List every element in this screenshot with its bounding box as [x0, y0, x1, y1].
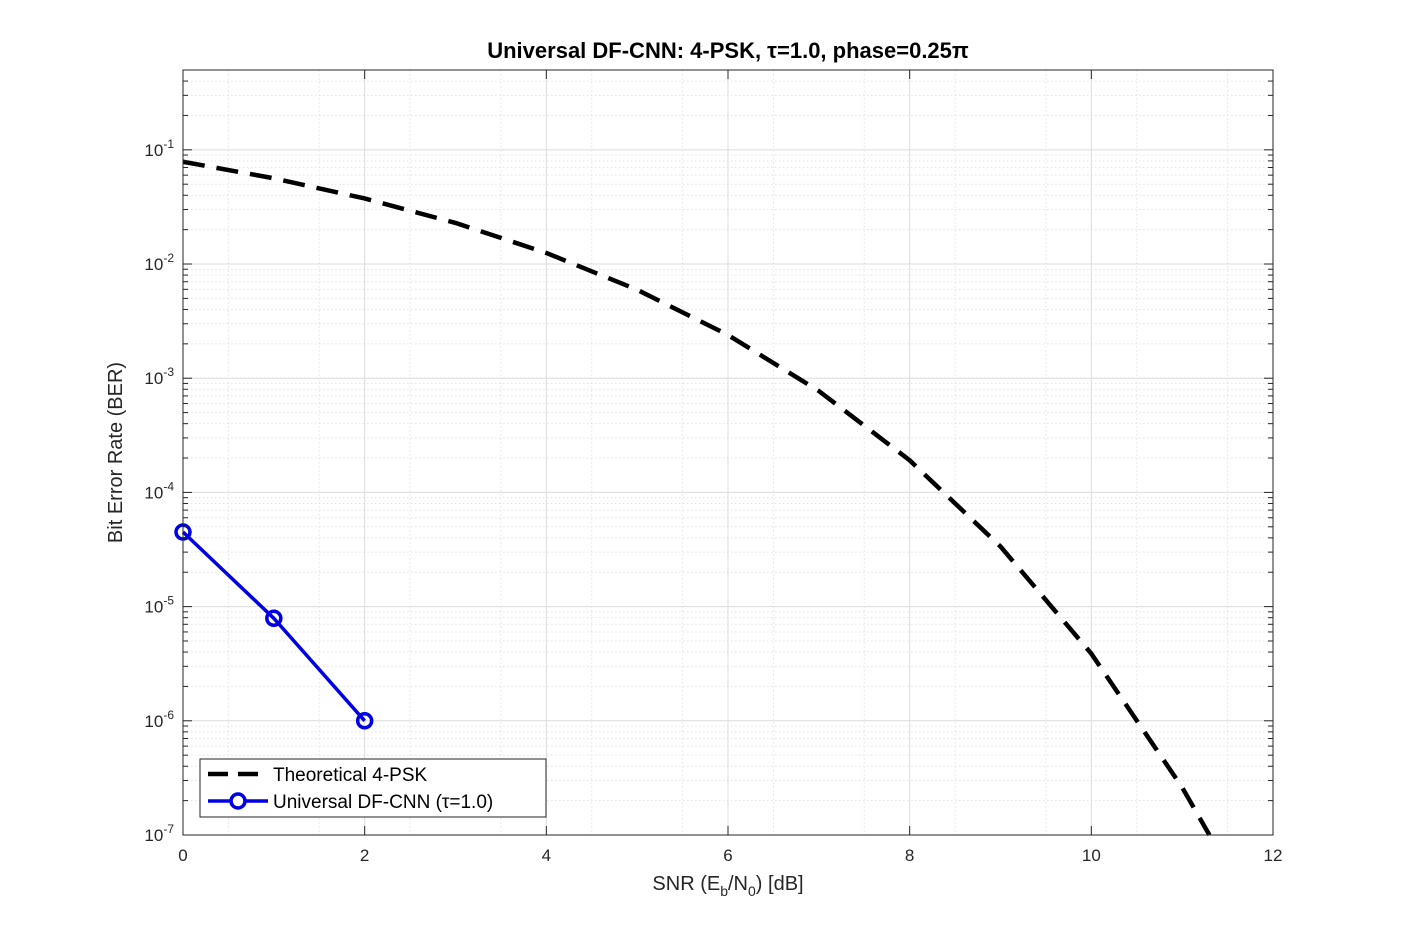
- df-cnn-line: [181, 530, 366, 722]
- legend-entry-label: Theoretical 4-PSK: [273, 765, 428, 786]
- series-layer: [174, 159, 1212, 837]
- df-cnn-point: [355, 712, 374, 730]
- x-tick-label: 8: [905, 846, 914, 865]
- x-axis-label: SNR (Eb/N0) [dB]: [652, 873, 803, 899]
- y-axis-label: Bit Error Rate (BER): [105, 362, 127, 543]
- y-tick-label: 10-3: [144, 365, 174, 388]
- y-tick-label: 10-5: [144, 594, 174, 617]
- y-tick-label: 10-4: [144, 479, 174, 502]
- x-tick-label: 2: [360, 846, 369, 865]
- chart-title: Universal DF-CNN: 4-PSK, τ=1.0, phase=0.…: [487, 38, 969, 63]
- legend-entry-label: Universal DF-CNN (τ=1.0): [273, 792, 493, 813]
- x-tick-label: 12: [1264, 846, 1283, 865]
- y-tick-label: 10-7: [144, 822, 174, 845]
- axis-ticks: 0 2 4 6 8 10 12 10-7 10-6 10-5 10-4 10-3 10-2 10-1: [144, 70, 1282, 865]
- x-tick-label: 4: [542, 846, 551, 865]
- x-tick-label: 6: [723, 846, 732, 865]
- y-tick-label: 10-6: [144, 708, 174, 731]
- x-tick-label: 0: [178, 846, 187, 865]
- theoretical-4psk-line: [182, 159, 1212, 837]
- legend: Theoretical 4-PSK Universal DF-CNN (τ=1.0…: [199, 758, 547, 818]
- legend-box: [199, 758, 547, 818]
- x-tick-label: 10: [1082, 846, 1101, 865]
- y-tick-label: 10-2: [144, 251, 174, 274]
- y-tick-label: 10-1: [144, 137, 174, 160]
- legend-marker: [229, 792, 247, 810]
- df-cnn-point: [265, 609, 283, 628]
- major-grid: [183, 70, 1273, 835]
